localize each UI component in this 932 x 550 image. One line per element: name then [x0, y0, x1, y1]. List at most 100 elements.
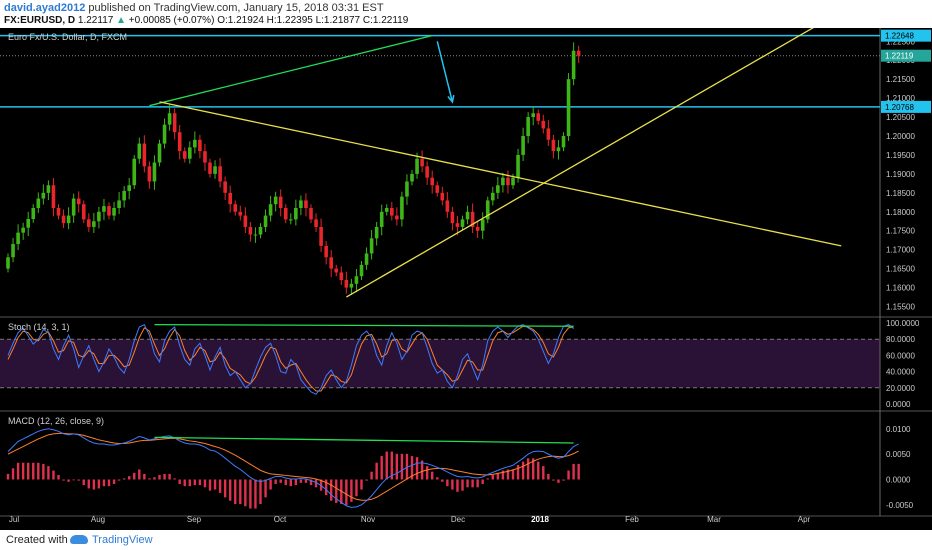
- macd-histogram-bar: [537, 461, 540, 480]
- macd-histogram-bar: [264, 479, 267, 498]
- candle-body: [374, 226, 379, 239]
- tradingview-cloud-icon: [70, 535, 88, 544]
- macd-histogram-bar: [521, 461, 525, 480]
- candle-body: [289, 219, 293, 221]
- candle-body: [243, 215, 248, 227]
- macd-line: [7, 428, 579, 508]
- macd-histogram-bar: [47, 466, 50, 480]
- trendline: [346, 28, 815, 298]
- macd-tick-label: 0.0100: [886, 425, 911, 434]
- candle-body: [415, 158, 419, 174]
- macd-histogram-bar: [451, 479, 454, 490]
- macd-histogram-bar: [218, 479, 222, 493]
- candle-body: [364, 253, 369, 265]
- macd-histogram-bar: [133, 472, 136, 480]
- level-price-label: 1.20768: [885, 103, 914, 112]
- macd-histogram-bar: [304, 479, 308, 483]
- candle-body: [177, 132, 182, 152]
- candle-body: [556, 147, 561, 152]
- candle-body: [208, 162, 212, 174]
- candle-body: [314, 219, 318, 227]
- candle-body: [76, 198, 81, 205]
- macd-histogram-bar: [350, 479, 353, 502]
- tradingview-link[interactable]: TradingView: [92, 534, 153, 546]
- footer-bar: Created with TradingView: [0, 530, 932, 550]
- candle-body: [324, 245, 328, 258]
- macd-histogram-bar: [82, 479, 85, 486]
- trading-chart[interactable]: 1.225001.220001.215001.210001.205001.200…: [0, 28, 932, 530]
- macd-histogram-bar: [501, 470, 505, 480]
- candle-body: [6, 257, 10, 269]
- stoch-tick-label: 80.0000: [886, 335, 915, 344]
- macd-histogram-bar: [97, 479, 101, 489]
- author-link[interactable]: david.ayad2012: [4, 2, 86, 14]
- macd-histogram-bar: [16, 462, 20, 480]
- macd-histogram-bar: [557, 479, 560, 483]
- publish-header: david.ayad2012 published on TradingView.…: [0, 0, 932, 28]
- candle-body: [536, 113, 541, 121]
- macd-histogram-bar: [466, 479, 469, 488]
- price-tick-label: 1.20000: [886, 132, 915, 141]
- candle-body: [425, 166, 429, 178]
- candle-body: [294, 208, 298, 220]
- macd-histogram-bar: [6, 473, 10, 480]
- trendline: [149, 34, 433, 107]
- candle-body: [46, 185, 51, 193]
- macd-histogram-bar: [324, 479, 328, 496]
- macd-histogram-bar: [27, 462, 30, 480]
- macd-histogram-bar: [476, 479, 479, 488]
- candle-body: [501, 177, 505, 186]
- candle-body: [258, 226, 263, 235]
- macd-histogram-bar: [567, 470, 570, 480]
- candle-body: [147, 166, 152, 182]
- macd-histogram-bar: [471, 479, 474, 488]
- macd-histogram-bar: [294, 479, 298, 486]
- candle-body: [465, 211, 470, 220]
- macd-histogram-bar: [274, 479, 277, 484]
- candle-body: [521, 136, 525, 155]
- macd-histogram-bar: [431, 471, 434, 480]
- stoch-d-line: [7, 325, 574, 392]
- macd-histogram-bar: [289, 479, 292, 487]
- macd-histogram-bar: [193, 479, 197, 486]
- candle-body: [152, 162, 157, 182]
- macd-histogram-bar: [390, 451, 393, 480]
- candle-body: [61, 215, 66, 224]
- macd-histogram-bar: [577, 463, 580, 480]
- stoch-tick-label: 0.0000: [886, 400, 911, 409]
- candle-body: [379, 211, 384, 227]
- candle-body: [551, 139, 556, 152]
- candle-body: [167, 113, 172, 125]
- candle-body: [92, 221, 96, 227]
- chart-title: Euro Fx/U.S. Dollar, D, FXCM: [8, 32, 127, 42]
- candle-body: [531, 113, 535, 118]
- macd-histogram-bar: [234, 479, 237, 505]
- level-price-tag: [881, 100, 931, 113]
- candle-body: [56, 208, 61, 216]
- macd-histogram-bar: [279, 479, 282, 483]
- candle-body: [233, 204, 238, 212]
- candle-body: [218, 166, 222, 182]
- x-axis-label: Sep: [187, 515, 202, 524]
- macd-histogram-bar: [102, 479, 106, 487]
- up-arrow-icon: ▲: [116, 15, 126, 26]
- macd-tick-label: 0.0000: [886, 475, 911, 484]
- x-axis-label: Aug: [91, 515, 105, 524]
- publish-info: published on TradingView.com, January 15…: [88, 2, 384, 14]
- candle-body: [410, 173, 414, 182]
- candle-body: [470, 211, 475, 227]
- candle-body: [576, 50, 581, 56]
- price-tick-label: 1.18500: [886, 189, 915, 198]
- candle-body: [395, 215, 399, 220]
- macd-histogram-bar: [178, 479, 181, 484]
- macd-histogram-bar: [21, 462, 25, 480]
- price-tick-label: 1.17000: [886, 246, 915, 255]
- candle-body: [112, 208, 116, 216]
- macd-histogram-bar: [481, 479, 484, 484]
- symbol-line: FX:EURUSD, D 1.22117 ▲ +0.00085 (+0.07%)…: [4, 15, 408, 26]
- macd-signal-line: [7, 432, 579, 501]
- price-tick-label: 1.17500: [886, 227, 915, 236]
- macd-histogram-bar: [213, 479, 217, 490]
- macd-histogram-bar: [400, 453, 404, 480]
- level-price-label: 1.22648: [885, 32, 914, 41]
